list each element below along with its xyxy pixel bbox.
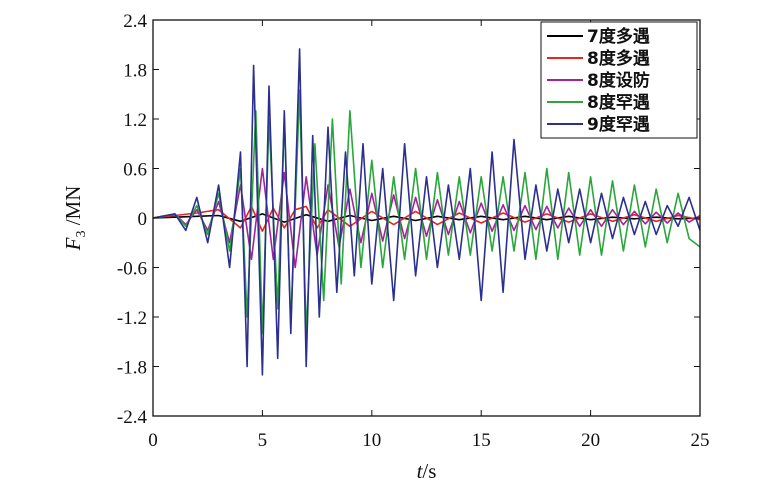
y-axis-subscript: 3 <box>74 231 89 238</box>
legend-label: 9度罕遇 <box>587 114 650 135</box>
y-tick-label: 1.2 <box>123 110 147 131</box>
legend-label: 8度罕遇 <box>587 92 650 113</box>
x-tick-label: 5 <box>258 430 268 451</box>
y-tick-label: 2.4 <box>123 11 147 32</box>
x-tick-label: 15 <box>472 430 491 451</box>
y-tick-label: -1.2 <box>117 308 147 329</box>
x-tick-label: 25 <box>691 430 710 451</box>
axis-ticks: 0 5 10 15 20 25 -2.4 -1.8 -1.2 -0.6 0 0.6 1.2 1.8 2.4 <box>117 11 710 451</box>
x-tick-label: 20 <box>581 430 600 451</box>
x-axis-variable: t <box>417 459 424 483</box>
y-tick-label: -1.8 <box>117 358 147 379</box>
x-tick-label: 10 <box>362 430 381 451</box>
x-axis-title: t/s <box>417 459 437 483</box>
y-axis-title: F3 /MN <box>61 186 89 252</box>
plot-series-group <box>152 48 701 376</box>
y-tick-label: 0 <box>138 209 148 230</box>
legend-label: 7度多遇 <box>587 26 650 47</box>
y-tick-label: -0.6 <box>117 259 147 280</box>
y-tick-label: 0.6 <box>123 160 147 181</box>
series-line-5 <box>152 48 701 376</box>
y-tick-label: -2.4 <box>117 407 148 428</box>
x-axis-unit: /s <box>422 459 436 483</box>
legend-label: 8度多遇 <box>587 48 650 69</box>
x-tick-label: 0 <box>148 430 158 451</box>
legend-label: 8度设防 <box>587 70 650 91</box>
y-axis-unit: /MN <box>61 186 85 231</box>
y-tick-label: 1.8 <box>123 61 147 82</box>
y-axis-variable: F <box>61 237 85 251</box>
